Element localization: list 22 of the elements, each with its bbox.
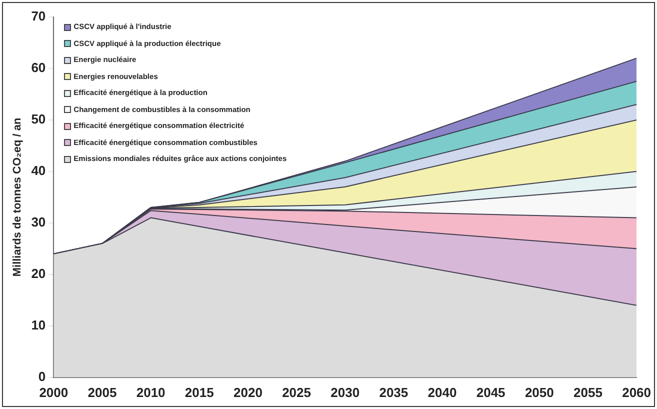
y-tick-label: 70 bbox=[31, 8, 46, 24]
y-tick-label: 30 bbox=[31, 214, 46, 230]
y-axis-title: Milliards de tonnes CO₂eq / an bbox=[12, 117, 24, 277]
x-tick-label: 2045 bbox=[476, 384, 506, 400]
y-tick-label: 10 bbox=[31, 317, 46, 332]
y-tick-label: 40 bbox=[31, 163, 46, 178]
x-tick-label: 2015 bbox=[184, 384, 214, 400]
x-tick-label: 2060 bbox=[622, 384, 651, 400]
y-tick-label: 50 bbox=[31, 112, 46, 127]
x-tick-label: 2020 bbox=[233, 384, 262, 400]
x-tick-label: 2035 bbox=[379, 384, 408, 400]
x-tick-label: 2025 bbox=[282, 384, 311, 400]
x-tick-label: 2030 bbox=[330, 384, 360, 400]
x-tick-label: 2040 bbox=[428, 384, 457, 400]
x-tick-label: 2050 bbox=[524, 384, 554, 400]
x-tick-label: 2000 bbox=[39, 384, 68, 400]
y-tick-label: 0 bbox=[38, 368, 46, 384]
x-tick-label: 2010 bbox=[136, 384, 166, 400]
y-tick-label: 20 bbox=[31, 266, 46, 282]
x-tick-label: 2055 bbox=[574, 384, 602, 400]
x-tick-label: 2005 bbox=[88, 384, 117, 400]
y-tick-label: 60 bbox=[31, 60, 46, 76]
